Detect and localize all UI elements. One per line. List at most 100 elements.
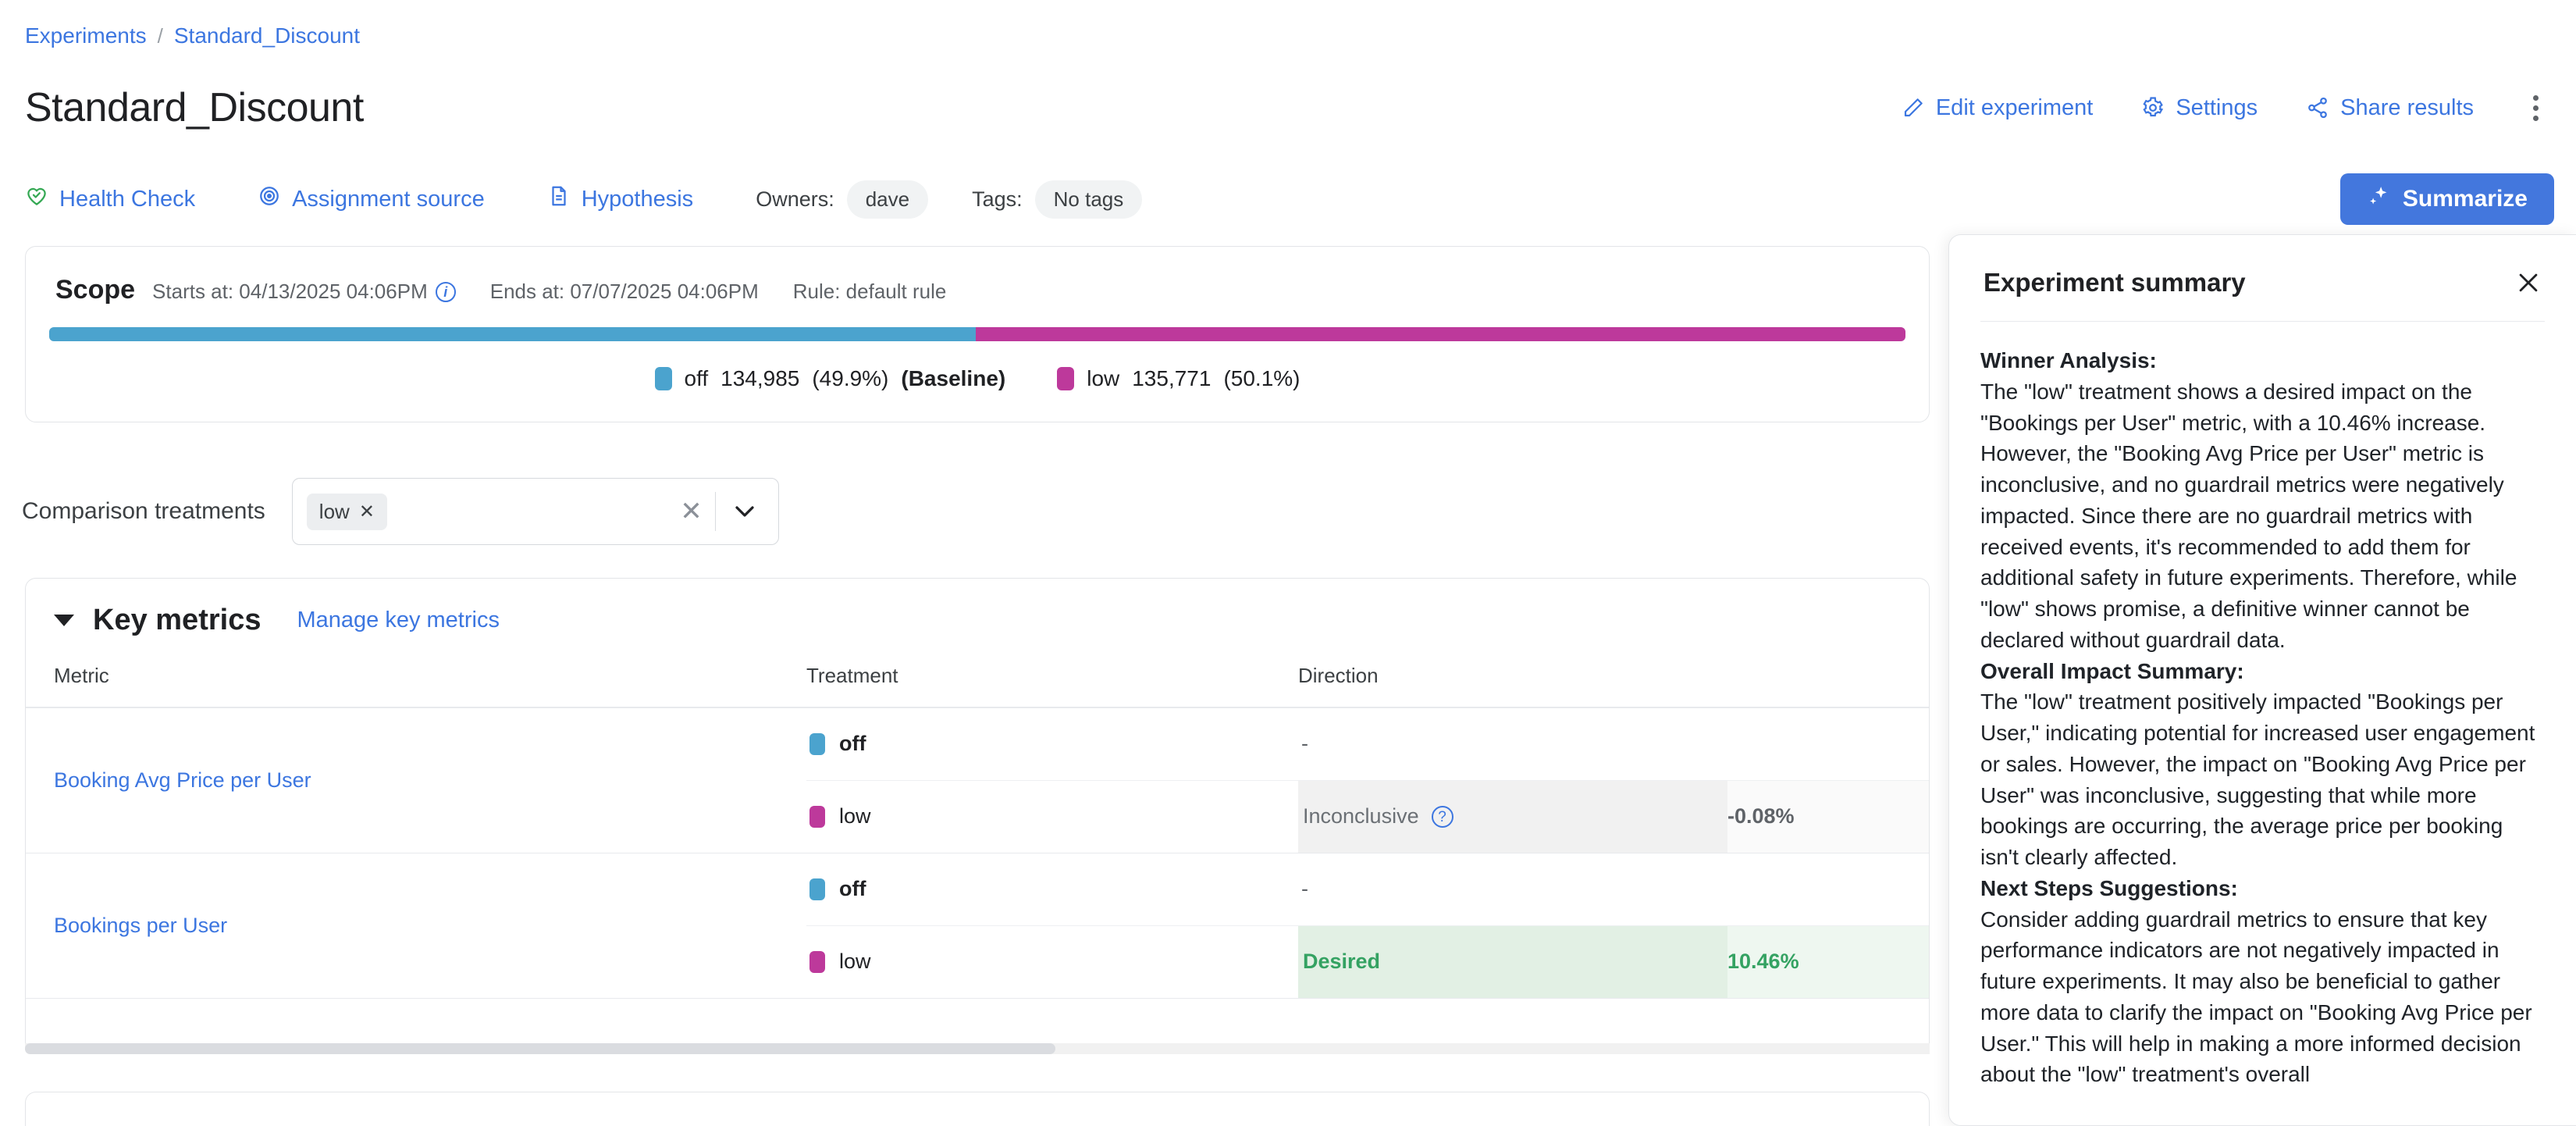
table-header-row: Metric Treatment Direction xyxy=(26,664,1929,708)
owner-pill[interactable]: dave xyxy=(846,180,929,219)
edit-experiment-label: Edit experiment xyxy=(1935,94,2094,120)
legend-low-percent: (50.1%) xyxy=(1223,366,1300,390)
traffic-split-legend: off 134,985 (49.9%) (Baseline) low 135,7… xyxy=(26,366,1929,391)
treatment-cell: low xyxy=(806,925,1298,998)
summary-section-heading: Winner Analysis: xyxy=(1980,348,2157,372)
legend-off-baseline: (Baseline) xyxy=(901,366,1006,390)
table-row: Bookings per User off - xyxy=(26,853,1929,999)
page-header: Standard_Discount Edit experiment Settin… xyxy=(25,84,2554,131)
delta-value: -0.08% xyxy=(1727,804,1795,828)
delta-value xyxy=(1727,877,1757,900)
tab-health-check[interactable]: Health Check xyxy=(25,184,195,214)
table-horizontal-scrollbar[interactable] xyxy=(25,1043,1930,1054)
tab-hypothesis[interactable]: Hypothesis xyxy=(547,184,693,214)
direction-value: - xyxy=(1301,732,1308,756)
select-divider xyxy=(714,492,716,531)
traffic-split-bar xyxy=(49,327,1905,341)
legend-low-name: low xyxy=(1087,366,1120,390)
treatment-swatch xyxy=(809,878,825,900)
tab-strip: Health Check Assignment source Hypothesi… xyxy=(25,168,2554,230)
summarize-button[interactable]: Summarize xyxy=(2339,173,2554,225)
traffic-split-segment-off xyxy=(49,327,976,341)
delta-value: 10.46% xyxy=(1727,950,1799,973)
scope-starts-at-text: Starts at: 04/13/2025 04:06PM xyxy=(152,280,428,303)
share-results-label: Share results xyxy=(2340,94,2474,120)
info-icon[interactable]: i xyxy=(435,281,456,302)
treatment-chip-low[interactable]: low ✕ xyxy=(306,493,387,530)
column-header-delta xyxy=(1727,664,1929,708)
question-icon[interactable]: ? xyxy=(1431,805,1453,828)
treatment-cell: low xyxy=(806,780,1298,853)
metric-link-booking-avg-price[interactable]: Booking Avg Price per User xyxy=(54,768,311,792)
chevron-down-icon[interactable] xyxy=(54,615,74,626)
legend-item-low: low 135,771 (50.1%) xyxy=(1057,366,1300,391)
breadcrumb-experiments-link[interactable]: Experiments xyxy=(25,23,147,48)
summary-section-heading: Overall Impact Summary: xyxy=(1980,658,2244,683)
delta-cell xyxy=(1727,853,1929,925)
legend-swatch-off xyxy=(654,367,672,390)
manage-key-metrics-link[interactable]: Manage key metrics xyxy=(297,608,500,632)
scope-title: Scope xyxy=(55,275,136,305)
summarize-label: Summarize xyxy=(2402,186,2528,212)
summary-panel-body: Winner Analysis: The "low" treatment sho… xyxy=(1949,322,2576,1090)
breadcrumb-separator: / xyxy=(157,23,163,48)
scope-ends-at: Ends at: 07/07/2025 04:06PM xyxy=(489,280,759,303)
close-icon[interactable]: ✕ xyxy=(358,501,375,522)
legend-off-name: off xyxy=(684,366,709,390)
heart-check-icon xyxy=(25,184,48,214)
settings-button[interactable]: Settings xyxy=(2141,95,2258,121)
table-row: low Desired 10.46% xyxy=(26,925,1929,998)
summary-panel-header: Experiment summary xyxy=(1949,235,2576,298)
treatment-label: low xyxy=(839,950,871,973)
summary-panel-divider xyxy=(1980,321,2545,322)
kebab-menu-icon[interactable] xyxy=(2522,89,2549,127)
tab-assignment-source[interactable]: Assignment source xyxy=(258,184,485,214)
metric-cell: Bookings per User xyxy=(26,853,806,999)
delta-cell xyxy=(1727,707,1929,780)
metric-cell: Booking Avg Price per User xyxy=(26,707,806,853)
clear-icon[interactable]: ✕ xyxy=(680,497,703,526)
treatment-cell: off xyxy=(806,707,1298,780)
pencil-icon xyxy=(1902,96,1925,119)
document-icon xyxy=(547,184,571,214)
summary-section-body: The "low" treatment shows a desired impa… xyxy=(1980,379,2517,652)
owners-group: Owners: dave xyxy=(756,180,929,219)
summary-section-body: Consider adding guardrail metrics to ens… xyxy=(1980,907,2532,1087)
key-metrics-title: Key metrics xyxy=(93,604,262,636)
comparison-treatments-select[interactable]: low ✕ ✕ xyxy=(291,478,779,545)
share-results-button[interactable]: Share results xyxy=(2306,95,2474,121)
direction-cell: Desired xyxy=(1298,925,1727,998)
page-title: Standard_Discount xyxy=(25,85,364,130)
legend-off-percent: (49.9%) xyxy=(812,366,889,390)
header-actions: Edit experiment Settings Share results xyxy=(1902,89,2554,127)
summary-section-body: The "low" treatment positively impacted … xyxy=(1980,689,2535,869)
key-metrics-table-body: Booking Avg Price per User off - xyxy=(26,707,1929,999)
status-badge: Desired xyxy=(1298,950,1727,974)
owners-label: Owners: xyxy=(756,187,834,211)
table-row: Booking Avg Price per User off - xyxy=(26,707,1929,853)
treatment-label: low xyxy=(839,804,871,828)
legend-swatch-low xyxy=(1057,367,1075,390)
share-icon xyxy=(2306,96,2329,119)
treatment-label: off xyxy=(839,732,866,756)
breadcrumb-current-link[interactable]: Standard_Discount xyxy=(173,23,361,48)
tab-hypothesis-label: Hypothesis xyxy=(581,186,694,212)
tags-label: Tags: xyxy=(972,187,1023,211)
table-row: low Inconclusive ? -0.08% xyxy=(26,780,1929,853)
column-header-treatment: Treatment xyxy=(806,664,1298,708)
tags-pill[interactable]: No tags xyxy=(1034,180,1143,219)
key-metrics-table: Metric Treatment Direction Booking Avg P… xyxy=(26,664,1929,999)
tab-assignment-source-label: Assignment source xyxy=(292,186,485,212)
column-header-direction: Direction xyxy=(1298,664,1727,708)
chevron-down-icon[interactable] xyxy=(716,503,774,520)
key-metrics-card: Key metrics Manage key metrics Metric Tr… xyxy=(25,578,1930,1046)
experiment-summary-panel: Experiment summary Winner Analysis: The … xyxy=(1948,234,2576,1126)
scope-header: Scope Starts at: 04/13/2025 04:06PM i En… xyxy=(26,247,1929,305)
delta-cell: 10.46% xyxy=(1727,925,1929,998)
treatment-swatch xyxy=(809,950,825,973)
close-icon[interactable] xyxy=(2515,269,2542,296)
metric-link-bookings-per-user[interactable]: Bookings per User xyxy=(54,913,228,937)
tab-health-check-label: Health Check xyxy=(59,186,196,212)
edit-experiment-button[interactable]: Edit experiment xyxy=(1902,94,2094,121)
scope-rule: Rule: default rule xyxy=(792,280,947,303)
